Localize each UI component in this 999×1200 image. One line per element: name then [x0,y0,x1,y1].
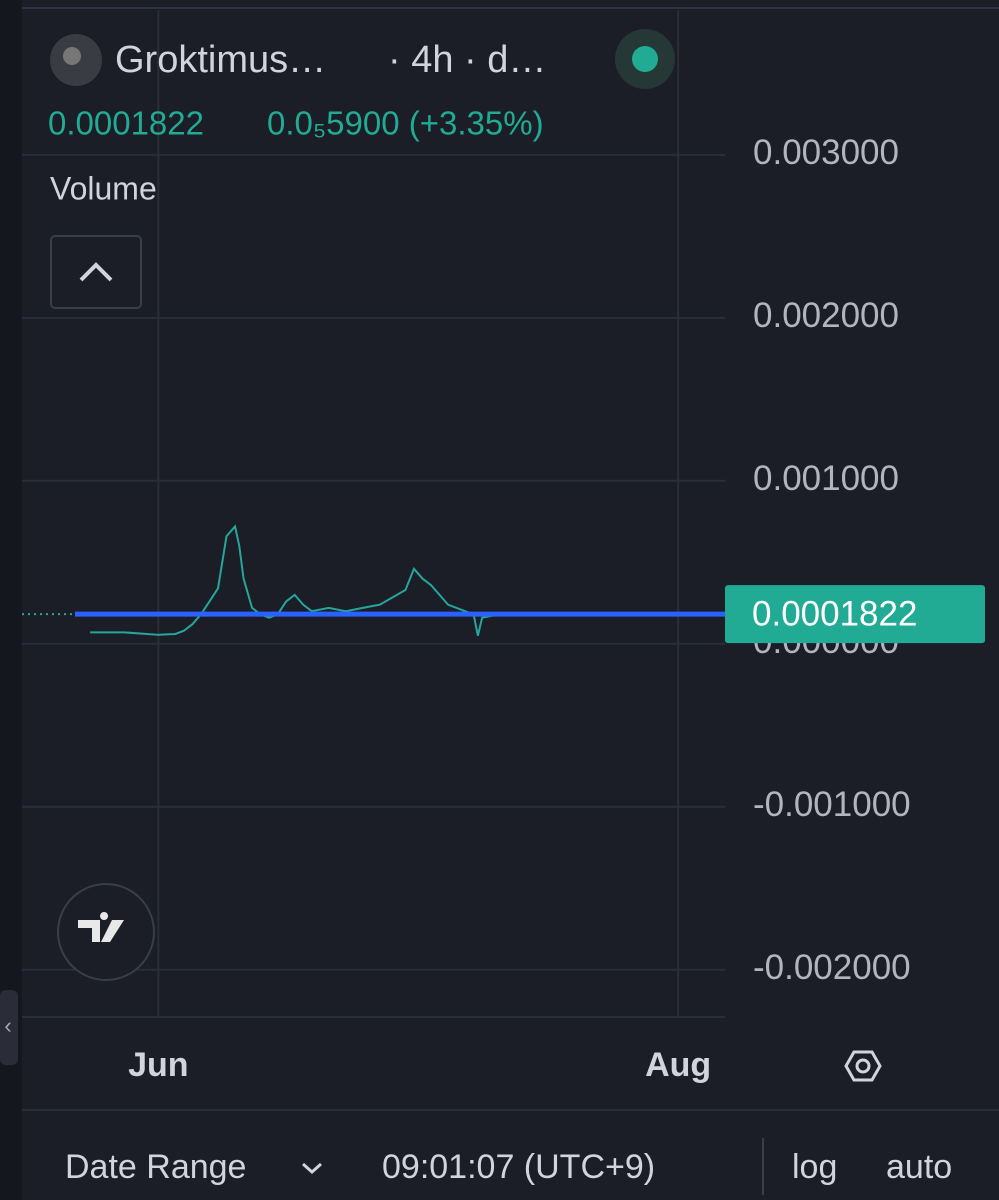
settings-icon[interactable] [844,1050,882,1082]
settings-icon-center [855,1058,871,1074]
logo [78,912,124,942]
status-dot [632,46,658,72]
y-tick-label: 0.001000 [753,459,899,498]
collapse-button[interactable] [50,235,142,309]
x-tick-label: Jun [128,1046,188,1084]
symbol-name: Groktimus… [115,39,326,81]
chevron-up [79,262,113,282]
date-range[interactable]: Date Range [65,1148,246,1186]
auto-toggle[interactable]: auto [886,1148,952,1186]
x-tick-label: Aug [645,1046,711,1084]
y-tick-label: 0.003000 [753,133,899,172]
indicator-label: Volume [50,170,157,206]
left-edge [0,0,22,1200]
change: 0.0₅5900 (+3.35%) [267,105,544,142]
collapse-handle[interactable] [0,990,18,1065]
y-tick-label: -0.001000 [753,785,911,824]
last-price-label: 0.0001822 [752,594,917,633]
dropdown-arrow [302,1162,322,1175]
y-tick-label: -0.002000 [753,948,911,987]
clock: 09:01:07 (UTC+9) [382,1148,655,1186]
interval: · 4h · d… [388,39,546,81]
last-price-tag [725,585,985,644]
symbol-icon-face [63,47,81,65]
plot [22,524,765,636]
price: 0.0001822 [48,105,204,142]
collapse-icon: ‹ [4,1013,11,1038]
log-toggle[interactable]: log [792,1148,837,1186]
grid [22,10,725,1017]
y-tick-label: 0.002000 [753,296,899,335]
